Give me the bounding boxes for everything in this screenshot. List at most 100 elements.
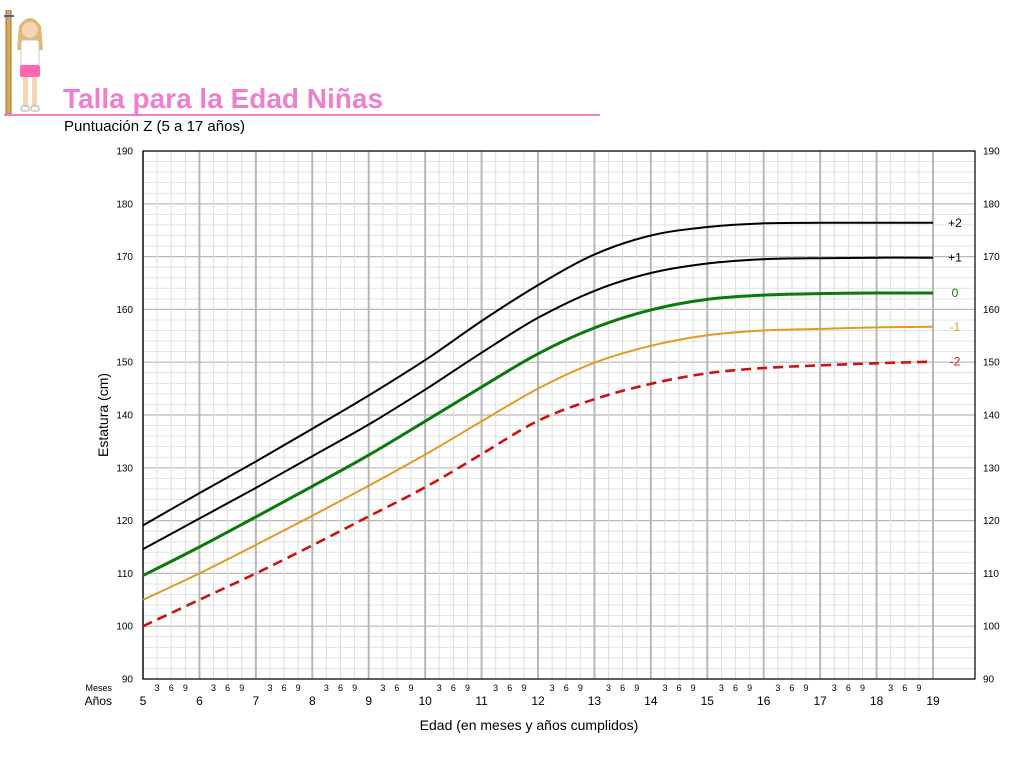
y-tick-label-left: 140 (116, 411, 133, 422)
month-tick-label: 6 (564, 683, 569, 693)
month-tick-label: 3 (832, 683, 837, 693)
series-line-minus2 (142, 360, 934, 628)
month-tick-label: 6 (507, 683, 512, 693)
series-line-plus2 (142, 221, 933, 527)
y-tick-label-left: 190 (116, 147, 133, 158)
title-underline (4, 114, 600, 116)
month-tick-label: 3 (493, 683, 498, 693)
page-title: Talla para la Edad Niñas (63, 83, 384, 114)
y-tick-label-right: 190 (983, 147, 1000, 158)
month-tick-label: 9 (804, 683, 809, 693)
month-tick-label: 6 (733, 683, 738, 693)
series-line-plus1 (142, 256, 934, 550)
month-tick-label: 9 (183, 683, 188, 693)
month-tick-label: 3 (437, 683, 442, 693)
month-tick-label: 3 (550, 683, 555, 693)
series-label-minus1: -1 (950, 320, 961, 334)
x-tick-label: 18 (870, 694, 884, 708)
x-tick-label: 16 (757, 694, 771, 708)
x-tick-label: 10 (418, 694, 432, 708)
month-tick-label: 9 (409, 683, 414, 693)
y-tick-label-right: 110 (983, 569, 999, 580)
month-tick-label: 9 (634, 683, 639, 693)
month-tick-label: 3 (662, 683, 667, 693)
axes (142, 150, 976, 680)
x-tick-label: 9 (365, 694, 372, 708)
month-tick-label: 9 (860, 683, 865, 693)
y-tick-label-left: 100 (116, 622, 133, 633)
x-tick-label: 17 (813, 694, 827, 708)
y-tick-label-left: 110 (117, 569, 133, 580)
series-label-plus1: +1 (948, 251, 962, 265)
month-tick-label: 3 (267, 683, 272, 693)
x-tick-label: 14 (644, 694, 658, 708)
month-tick-label: 9 (578, 683, 583, 693)
x-tick-label: 8 (309, 694, 316, 708)
y-tick-label-left: 160 (116, 305, 133, 316)
month-tick-label: 3 (324, 683, 329, 693)
month-tick-label: 3 (211, 683, 216, 693)
month-tick-label: 6 (902, 683, 907, 693)
y-tick-label-left: 120 (116, 516, 133, 527)
month-tick-label: 6 (394, 683, 399, 693)
y-tick-label-left: 90 (122, 675, 134, 686)
series-label-minus2: -2 (950, 355, 961, 369)
month-tick-label: 6 (451, 683, 456, 693)
month-tick-label: 6 (282, 683, 287, 693)
x-tick-label: 6 (196, 694, 203, 708)
month-tick-label: 9 (296, 683, 301, 693)
y-axis-title: Estatura (cm) (95, 373, 111, 457)
month-tick-label: 3 (380, 683, 385, 693)
x-tick-label: 12 (531, 694, 545, 708)
month-tick-label: 9 (239, 683, 244, 693)
x-tick-label: 19 (926, 694, 940, 708)
chart-subtitle: Puntuación Z (5 a 17 años) (64, 118, 245, 135)
y-tick-label-right: 160 (983, 305, 1000, 316)
x-tick-label: 13 (588, 694, 602, 708)
y-tick-label-left: 150 (116, 358, 133, 369)
grid (142, 150, 975, 680)
x-axis-title: Edad (en meses y años cumplidos) (420, 717, 639, 733)
month-tick-label: 9 (521, 683, 526, 693)
y-tick-label-right: 120 (983, 516, 1000, 527)
x-tick-label: 7 (253, 694, 260, 708)
series-line-minus1 (142, 325, 934, 601)
y-tick-label-left: 180 (116, 199, 133, 210)
x-tick-label: 15 (701, 694, 715, 708)
y-tick-label-right: 180 (983, 199, 1000, 210)
month-tick-label: 6 (169, 683, 174, 693)
month-tick-label: 6 (338, 683, 343, 693)
month-tick-label: 3 (888, 683, 893, 693)
month-tick-label: 6 (789, 683, 794, 693)
girl-illustration-icon (0, 9, 50, 116)
y-tick-label-left: 130 (116, 463, 133, 474)
month-tick-label: 6 (846, 683, 851, 693)
month-tick-label: 9 (747, 683, 752, 693)
series-label-0: 0 (952, 286, 959, 300)
y-tick-label-right: 100 (983, 622, 1000, 633)
y-tick-label-left: 170 (116, 252, 133, 263)
months-row-label: Meses (85, 683, 112, 693)
series-line-0 (142, 291, 934, 577)
series-lines (142, 221, 934, 628)
y-tick-label-right: 150 (983, 358, 1000, 369)
month-tick-label: 9 (691, 683, 696, 693)
month-tick-label: 6 (677, 683, 682, 693)
month-tick-label: 6 (225, 683, 230, 693)
month-tick-label: 3 (606, 683, 611, 693)
y-tick-label-right: 170 (983, 252, 1000, 263)
month-tick-label: 9 (352, 683, 357, 693)
x-tick-label: 11 (475, 694, 488, 708)
series-label-plus2: +2 (948, 216, 962, 230)
x-tick-label: 5 (140, 694, 147, 708)
y-tick-label-right: 90 (983, 675, 995, 686)
y-tick-label-right: 130 (983, 463, 1000, 474)
years-row-label: Años (85, 694, 112, 708)
month-tick-label: 3 (155, 683, 160, 693)
month-tick-label: 3 (719, 683, 724, 693)
month-tick-label: 9 (916, 683, 921, 693)
y-tick-label-right: 140 (983, 411, 1000, 422)
month-tick-label: 9 (465, 683, 470, 693)
